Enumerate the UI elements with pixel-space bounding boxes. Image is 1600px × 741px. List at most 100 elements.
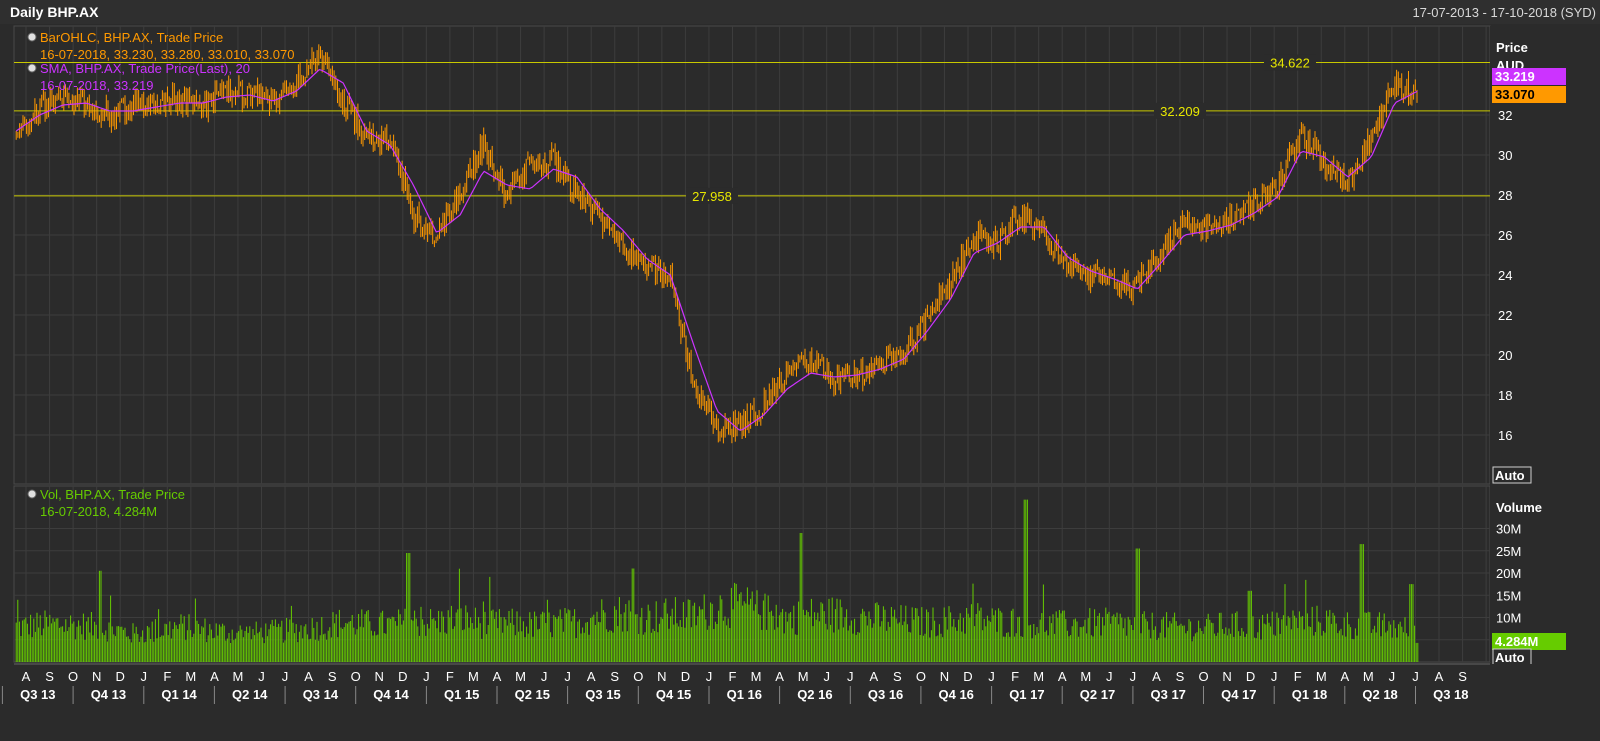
horizontal-line-label-bg — [1264, 54, 1316, 71]
horizontal-line-label: 32.209 — [1160, 104, 1200, 119]
month-tick-label: M — [751, 669, 762, 684]
month-tick-label: F — [446, 669, 454, 684]
month-tick-label: D — [398, 669, 407, 684]
quarter-label: Q2 17 — [1080, 687, 1115, 702]
month-tick-label: J — [1412, 669, 1419, 684]
price-tick-label: 32 — [1498, 108, 1512, 123]
month-tick-label: M — [798, 669, 809, 684]
month-tick-label: O — [916, 669, 926, 684]
quarter-label: Q3 14 — [303, 687, 339, 702]
quarter-label: Q3 18 — [1433, 687, 1468, 702]
month-tick-label: J — [541, 669, 548, 684]
title-bar: Daily BHP.AX 17-07-2013 - 17-10-2018 (SY… — [0, 0, 1600, 24]
month-tick-label: M — [1080, 669, 1091, 684]
quarter-label: Q4 16 — [938, 687, 973, 702]
month-tick-label: S — [610, 669, 619, 684]
y-axis-area — [1490, 26, 1598, 662]
price-axis-title: Price — [1496, 40, 1528, 55]
volume-badge — [1492, 633, 1566, 650]
month-tick-label: A — [1340, 669, 1349, 684]
price-tick-label: 24 — [1498, 268, 1512, 283]
month-tick-label: S — [1176, 669, 1185, 684]
price-badge — [1492, 86, 1566, 103]
volume-legend-title: Vol, BHP.AX, Trade Price — [40, 487, 185, 502]
horizontal-line-label: 34.622 — [1270, 56, 1310, 71]
month-tick-label: S — [45, 669, 54, 684]
month-tick-label: M — [468, 669, 479, 684]
quarter-label: Q3 17 — [1150, 687, 1185, 702]
month-tick-label: J — [258, 669, 265, 684]
quarter-label: Q2 15 — [515, 687, 550, 702]
month-tick-label: F — [1011, 669, 1019, 684]
quarter-label: Q1 17 — [1009, 687, 1044, 702]
price-badge — [1492, 68, 1566, 85]
month-tick-label: D — [1246, 669, 1255, 684]
date-range[interactable]: 17-07-2013 - 17-10-2018 (SYD) — [1412, 5, 1596, 20]
quarter-label: Q1 18 — [1292, 687, 1327, 702]
volume-axis-title: Volume — [1496, 500, 1542, 515]
quarter-label: Q1 16 — [727, 687, 762, 702]
month-tick-label: N — [92, 669, 101, 684]
month-tick-label: J — [1130, 669, 1137, 684]
month-tick-label: M — [185, 669, 196, 684]
month-tick-label: N — [940, 669, 949, 684]
month-tick-label: J — [823, 669, 830, 684]
month-tick-label: S — [893, 669, 902, 684]
price-tick-label: 18 — [1498, 388, 1512, 403]
month-tick-label: A — [1435, 669, 1444, 684]
month-tick-label: M — [1033, 669, 1044, 684]
ohlc-bars — [15, 44, 1418, 444]
volume-tick-label: 30M — [1496, 522, 1521, 537]
quarter-label: Q1 14 — [161, 687, 197, 702]
circle-dot-icon[interactable] — [27, 489, 37, 499]
quarter-label: Q3 15 — [585, 687, 620, 702]
quarter-label: Q4 17 — [1221, 687, 1256, 702]
horizontal-line-label-bg — [686, 187, 738, 204]
month-tick-label: F — [1294, 669, 1302, 684]
month-tick-label: J — [282, 669, 289, 684]
month-tick-label: M — [515, 669, 526, 684]
circle-dot-icon[interactable] — [27, 63, 37, 73]
month-tick-label: N — [1222, 669, 1231, 684]
chart-title: Daily BHP.AX — [10, 4, 99, 20]
month-tick-label: A — [775, 669, 784, 684]
price-tick-label: 22 — [1498, 308, 1512, 323]
month-tick-label: M — [1363, 669, 1374, 684]
quarter-label: Q2 14 — [232, 687, 268, 702]
month-tick-label: N — [657, 669, 666, 684]
circle-dot-icon[interactable] — [27, 32, 37, 42]
month-tick-label: A — [210, 669, 219, 684]
month-tick-label: D — [116, 669, 125, 684]
price-tick-label: 28 — [1498, 188, 1512, 203]
quarter-label: Q4 14 — [373, 687, 409, 702]
month-tick-label: F — [163, 669, 171, 684]
grid-lines — [14, 26, 1490, 662]
month-tick-label: O — [68, 669, 78, 684]
month-tick-label: S — [1458, 669, 1467, 684]
volume-bars — [15, 499, 1419, 662]
price-badge-label: 33.219 — [1495, 69, 1535, 84]
quarter-label: Q3 13 — [20, 687, 55, 702]
price-tick-label: 26 — [1498, 228, 1512, 243]
month-tick-label: J — [847, 669, 854, 684]
volume-legend-values: 16-07-2018, 4.284M — [40, 504, 157, 519]
month-tick-label: D — [681, 669, 690, 684]
month-tick-label: J — [141, 669, 148, 684]
month-tick-label: M — [233, 669, 244, 684]
sma-line[interactable] — [15, 69, 1418, 431]
month-tick-label: J — [564, 669, 571, 684]
month-tick-label: A — [587, 669, 596, 684]
horizontal-line-label: 27.958 — [692, 189, 732, 204]
volume-badge-label: 4.284M — [1495, 634, 1538, 649]
price-legend-values: 16-07-2018, 33.230, 33.280, 33.010, 33.0… — [40, 47, 294, 62]
price-legend-values: 16-07-2018, 33.219 — [40, 78, 153, 93]
quarter-label: Q2 16 — [797, 687, 832, 702]
month-tick-label: J — [706, 669, 713, 684]
month-tick-label: S — [328, 669, 337, 684]
month-tick-label: A — [869, 669, 878, 684]
month-tick-label: J — [988, 669, 995, 684]
quarter-label: Q4 13 — [91, 687, 126, 702]
price-auto-button[interactable] — [1492, 466, 1532, 484]
month-tick-label: M — [1316, 669, 1327, 684]
